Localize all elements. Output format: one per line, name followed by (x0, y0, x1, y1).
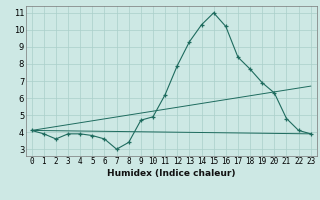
X-axis label: Humidex (Indice chaleur): Humidex (Indice chaleur) (107, 169, 236, 178)
